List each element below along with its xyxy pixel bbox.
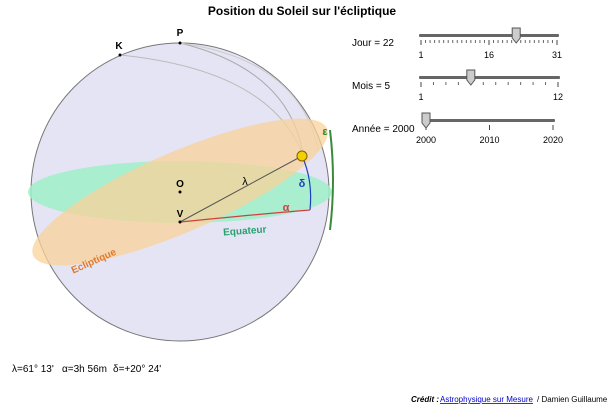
slider-tick-label: 12 [553,92,563,102]
slider-tick-label: 1 [418,92,423,102]
readout-alpha: α=3h 56m [62,364,107,375]
slider-tick-label: 2010 [479,135,499,145]
slider-tick-label: 16 [484,50,494,60]
slider-tick-label: 31 [552,50,562,60]
sliders: Jour = 22 1 16 31 Mois = 5 1 12 Année = 2000200… [352,27,563,145]
title: Position du Soleil sur l'écliptique [208,4,397,18]
slider-label: Année = 2000 [352,124,415,135]
slider-track[interactable] [419,76,560,79]
slider-label: Mois = 5 [352,81,391,92]
point-p: P [177,28,184,39]
slider-tick-label: 2020 [543,135,563,145]
credit-link[interactable]: Astrophysique sur Mesure [440,395,533,404]
label-delta: δ [299,178,306,190]
slider-tick-label: 1 [418,50,423,60]
point-o: O [176,179,184,190]
slider-thumb[interactable] [511,27,521,44]
label-equator: Equateur [223,225,267,239]
credit-suffix: / Damien Guillaume [537,395,608,404]
slider-thumb[interactable] [466,69,476,86]
readout-lambda: λ=61° 13' [12,364,54,375]
slider-track[interactable] [419,34,559,37]
slider-thumb[interactable] [421,112,431,129]
slider-label: Jour = 22 [352,38,394,49]
label-alpha: α [283,202,290,214]
point-k: K [115,41,123,52]
point-v: V [177,209,184,220]
celestial-sphere [28,41,334,342]
label-epsilon: ε [322,126,328,138]
credit-prefix: Crédit : [411,395,439,404]
slider-tick-label: 2000 [416,135,436,145]
slider-track[interactable] [424,119,555,122]
label-lambda: λ [242,176,248,188]
readout-delta: δ=+20° 24' [113,364,161,375]
